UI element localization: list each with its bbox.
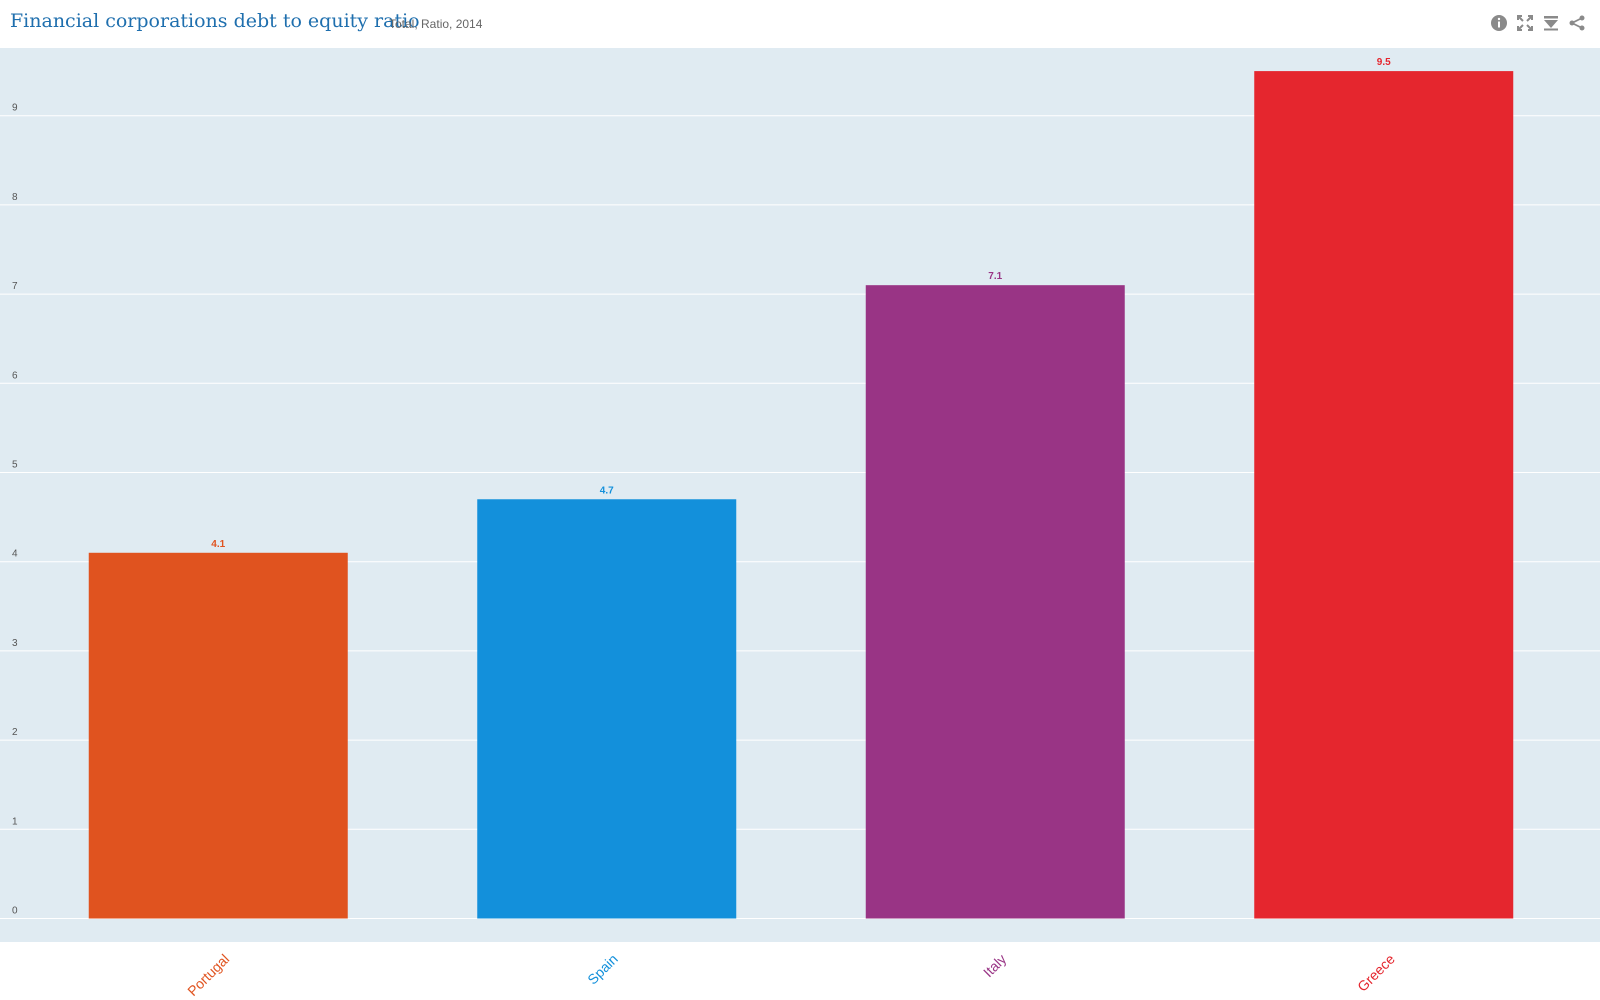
y-tick-label: 3 bbox=[12, 638, 18, 649]
y-tick-label: 1 bbox=[12, 816, 18, 827]
chart-subtitle: Total, Ratio, 2014 bbox=[389, 17, 483, 31]
value-label: 4.7 bbox=[600, 485, 614, 496]
x-tick-label: Greece bbox=[1354, 951, 1398, 995]
y-tick-label: 7 bbox=[12, 281, 18, 292]
bar-spain bbox=[477, 499, 737, 919]
chart-header: Financial corporations debt to equity ra… bbox=[0, 0, 1600, 48]
value-label: 9.5 bbox=[1377, 57, 1391, 68]
bar-greece bbox=[1254, 71, 1514, 919]
y-tick-label: 0 bbox=[12, 906, 18, 917]
download-icon[interactable] bbox=[1542, 14, 1560, 32]
value-label: 7.1 bbox=[988, 271, 1002, 282]
x-tick-label: Italy bbox=[980, 951, 1009, 980]
y-tick-label: 9 bbox=[12, 103, 18, 114]
bar-italy bbox=[865, 285, 1125, 919]
fullscreen-icon[interactable] bbox=[1516, 14, 1534, 32]
y-tick-label: 8 bbox=[12, 192, 18, 203]
value-label: 4.1 bbox=[211, 539, 225, 550]
chart-toolbar bbox=[1490, 14, 1586, 32]
y-tick-label: 6 bbox=[12, 370, 18, 381]
chart-title: Financial corporations debt to equity ra… bbox=[10, 10, 420, 32]
y-tick-label: 4 bbox=[12, 549, 18, 560]
bar-portugal bbox=[88, 552, 348, 919]
y-tick-label: 2 bbox=[12, 727, 18, 738]
x-tick-label: Portugal bbox=[184, 951, 232, 999]
y-tick-label: 5 bbox=[12, 460, 18, 471]
x-tick-label: Spain bbox=[584, 951, 621, 988]
share-icon[interactable] bbox=[1568, 14, 1586, 32]
info-icon[interactable] bbox=[1490, 14, 1508, 32]
